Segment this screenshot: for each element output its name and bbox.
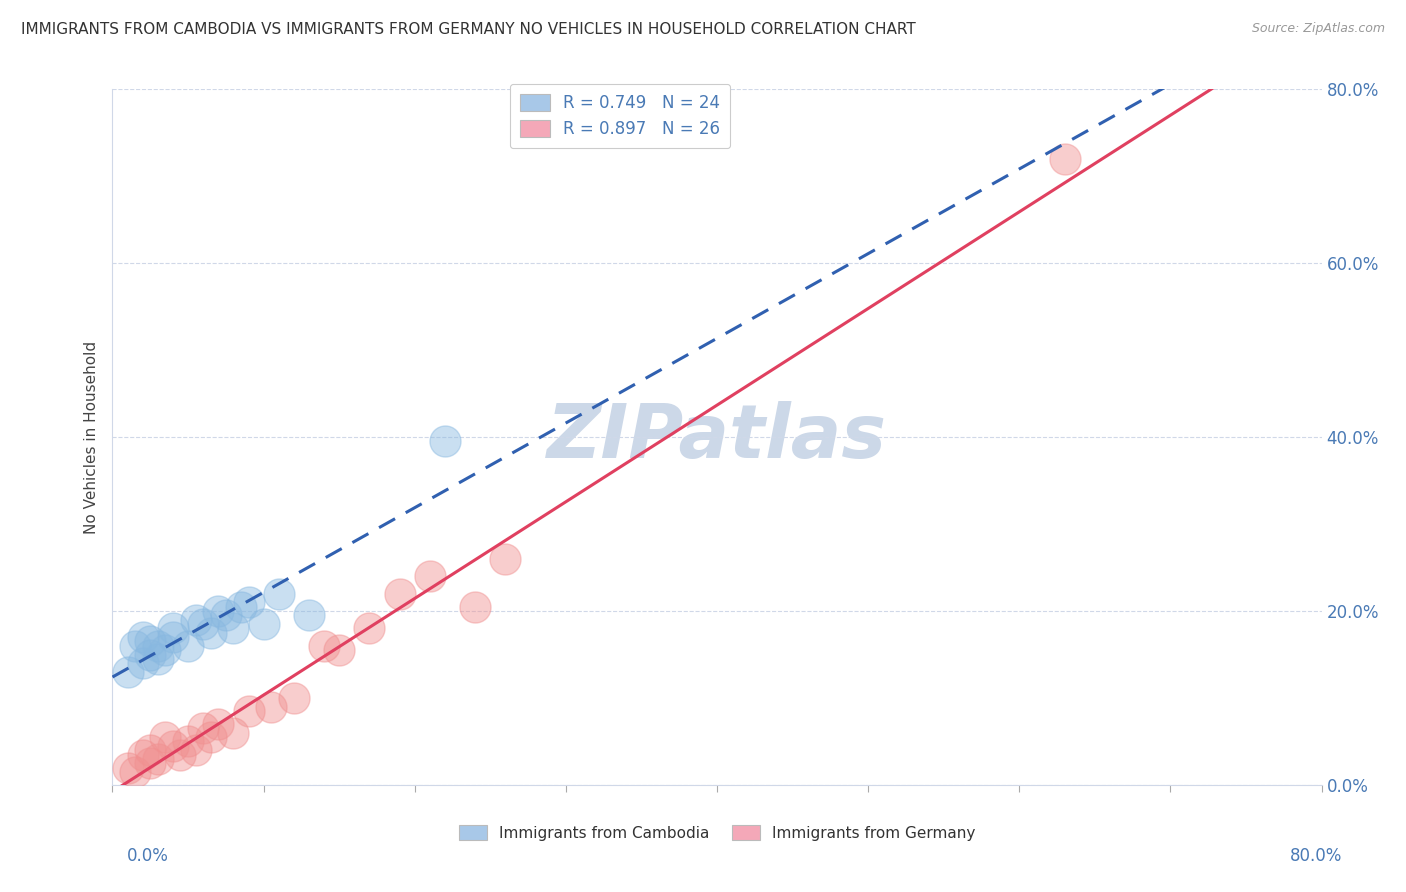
Point [191,617,215,632]
Point [132,747,155,762]
Text: Source: ZipAtlas.com: Source: ZipAtlas.com [1251,22,1385,36]
Point [184,613,207,627]
Point [132,630,155,644]
Point [260,699,283,714]
Point [238,595,260,609]
Point [177,639,200,653]
Point [1053,152,1076,166]
Point [495,551,517,566]
Point [388,587,411,601]
Point [215,608,238,623]
Point [132,657,155,671]
Point [124,639,146,653]
Point [253,617,276,632]
Text: 80.0%: 80.0% [1291,847,1343,865]
Point [139,756,162,771]
Point [139,634,162,648]
Point [124,764,146,779]
Point [139,648,162,662]
Point [419,569,441,583]
Point [117,760,139,774]
Point [464,599,486,614]
Point [146,752,169,766]
Text: IMMIGRANTS FROM CAMBODIA VS IMMIGRANTS FROM GERMANY NO VEHICLES IN HOUSEHOLD COR: IMMIGRANTS FROM CAMBODIA VS IMMIGRANTS F… [21,22,915,37]
Point [434,434,457,449]
Point [200,730,222,744]
Point [191,722,215,736]
Point [139,743,162,757]
Point [200,625,222,640]
Point [162,739,184,753]
Point [298,608,321,623]
Point [229,599,252,614]
Point [184,743,207,757]
Point [222,726,245,740]
Point [314,639,336,653]
Point [267,587,290,601]
Point [146,639,169,653]
Point [207,604,229,618]
Point [155,643,177,657]
Point [146,652,169,666]
Point [169,747,191,762]
Point [155,730,177,744]
Point [117,665,139,679]
Point [238,704,260,718]
Y-axis label: No Vehicles in Household: No Vehicles in Household [83,341,98,533]
Point [162,621,184,635]
Point [222,621,245,635]
Point [162,630,184,644]
Point [177,734,200,748]
Text: 0.0%: 0.0% [127,847,169,865]
Text: ZIPatlas: ZIPatlas [547,401,887,474]
Legend: Immigrants from Cambodia, Immigrants from Germany: Immigrants from Cambodia, Immigrants fro… [453,819,981,847]
Point [359,621,381,635]
Point [283,690,305,705]
Point [328,643,350,657]
Point [207,717,229,731]
